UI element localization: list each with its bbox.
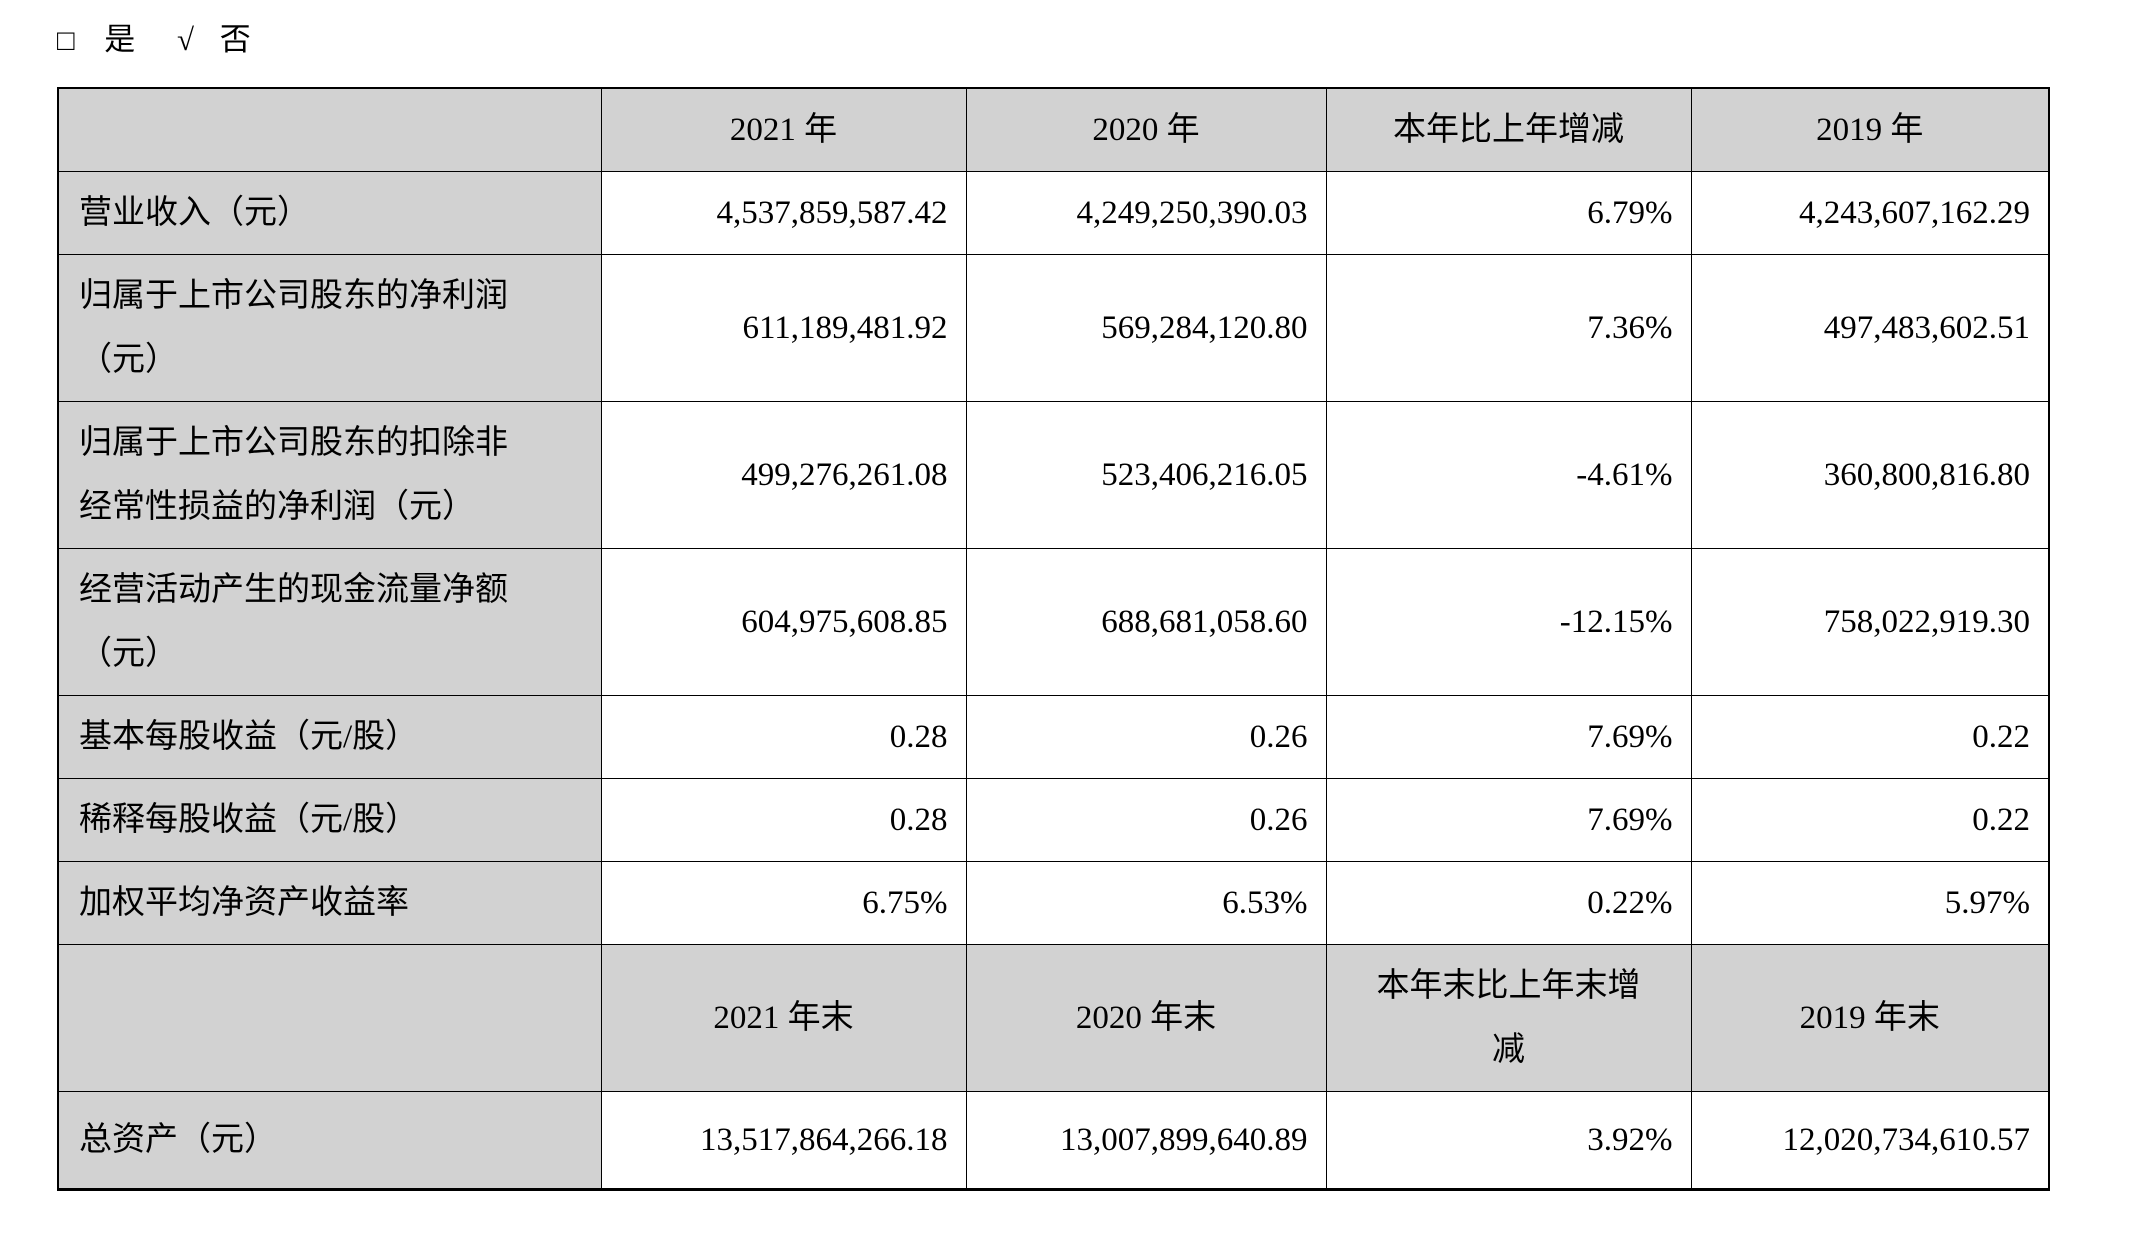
table-row: 加权平均净资产收益率 6.75% 6.53% 0.22% 5.97% [57,861,2050,945]
cell-value: 13,517,864,266.18 [600,1091,967,1190]
column-header-empty [57,944,602,1092]
table-row: 总资产（元） 13,517,864,266.18 13,007,899,640.89… [57,1091,2050,1190]
table-header-row: 2021 年 2020 年本年比上年增减 2019 年 [57,87,2050,172]
cell-value: 0.26 [965,695,1327,779]
checkbox-empty-icon: □ [57,25,75,57]
financial-summary-table-body: 2021 年 2020 年本年比上年增减 2019 年营业收入（元） 4,537,85… [57,87,2050,1190]
row-label: 总资产（元） [57,1091,602,1190]
cell-value: 7.69% [1325,695,1692,779]
no-label: 否 [219,22,251,57]
cell-value: 5.97% [1690,861,2050,945]
cell-value: -12.15% [1325,548,1692,696]
row-label: 经营活动产生的现金流量净额 （元） [57,548,602,696]
row-label: 归属于上市公司股东的扣除非 经常性损益的净利润（元） [57,401,602,549]
cell-value: 6.79% [1325,171,1692,255]
cell-value: 6.75% [600,861,967,945]
cell-value: 497,483,602.51 [1690,254,2050,402]
row-label: 稀释每股收益（元/股） [57,778,602,862]
yes-no-selector: □ 是 √ 否 [57,18,2134,63]
cell-value: 611,189,481.92 [600,254,967,402]
column-header: 2021 年 [600,87,967,172]
column-header: 2020 年末 [965,944,1327,1092]
table-row: 经营活动产生的现金流量净额 （元） 604,975,608.85 688,681,0… [57,548,2050,696]
cell-value: 758,022,919.30 [1690,548,2050,696]
cell-value: 499,276,261.08 [600,401,967,549]
cell-value: 0.22 [1690,695,2050,779]
column-header: 2020 年 [965,87,1327,172]
cell-value: 4,249,250,390.03 [965,171,1327,255]
financial-summary-table: 2021 年 2020 年本年比上年增减 2019 年营业收入（元） 4,537,85… [57,87,2050,1191]
cell-value: 523,406,216.05 [965,401,1327,549]
cell-value: 3.92% [1325,1091,1692,1190]
column-header: 本年末比上年末增 减 [1325,944,1692,1092]
cell-value: 6.53% [965,861,1327,945]
cell-value: 4,537,859,587.42 [600,171,967,255]
cell-value: 569,284,120.80 [965,254,1327,402]
row-label: 基本每股收益（元/股） [57,695,602,779]
cell-value: 13,007,899,640.89 [965,1091,1327,1190]
row-label: 营业收入（元） [57,171,602,255]
cell-value: 4,243,607,162.29 [1690,171,2050,255]
column-header: 2019 年 [1690,87,2050,172]
cell-value: 604,975,608.85 [600,548,967,696]
row-label: 归属于上市公司股东的净利润 （元） [57,254,602,402]
cell-value: 7.36% [1325,254,1692,402]
cell-value: 0.22 [1690,778,2050,862]
column-header: 2019 年末 [1690,944,2050,1092]
cell-value: 360,800,816.80 [1690,401,2050,549]
cell-value: 688,681,058.60 [965,548,1327,696]
yes-label: 是 [104,22,136,57]
table-row: 归属于上市公司股东的扣除非 经常性损益的净利润（元） 499,276,261.08… [57,401,2050,549]
row-label: 加权平均净资产收益率 [57,861,602,945]
column-header: 2021 年末 [600,944,967,1092]
cell-value: 0.28 [600,778,967,862]
table-header-row: 2021 年末 2020 年末 本年末比上年末增 减 2019 年末 [57,944,2050,1092]
cell-value: 0.22% [1325,861,1692,945]
cell-value: -4.61% [1325,401,1692,549]
cell-value: 12,020,734,610.57 [1690,1091,2050,1190]
table-row: 归属于上市公司股东的净利润 （元） 611,189,481.92 569,284,1… [57,254,2050,402]
column-header-empty [57,87,602,172]
cell-value: 7.69% [1325,778,1692,862]
cell-value: 0.28 [600,695,967,779]
table-row: 营业收入（元） 4,537,859,587.42 4,249,250,390.03 6… [57,171,2050,255]
cell-value: 0.26 [965,778,1327,862]
column-header: 本年比上年增减 [1325,87,1692,172]
check-icon: √ [177,22,195,57]
table-row: 基本每股收益（元/股） 0.28 0.26 7.69% 0.22 [57,695,2050,779]
table-row: 稀释每股收益（元/股） 0.28 0.26 7.69% 0.22 [57,778,2050,862]
